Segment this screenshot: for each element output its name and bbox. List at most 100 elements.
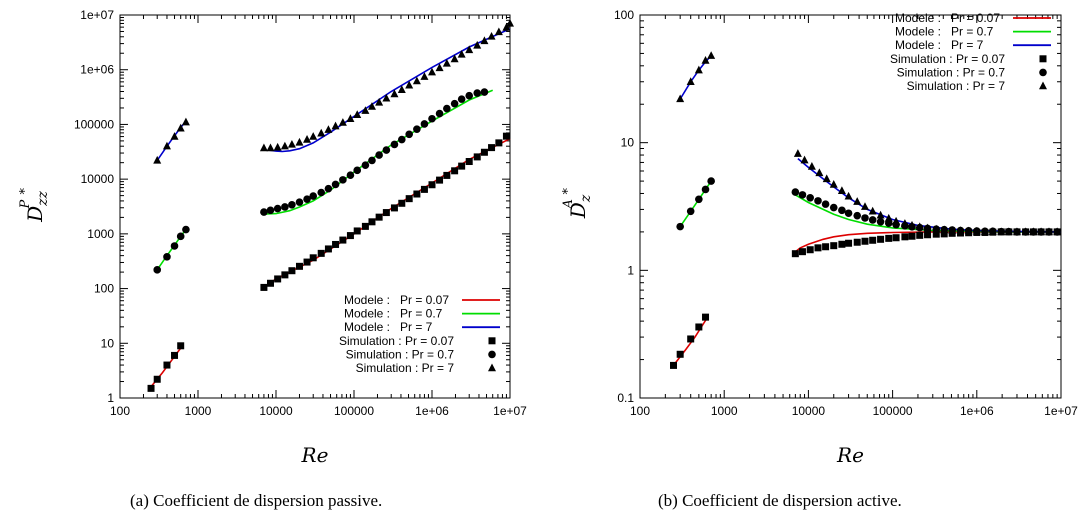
data-point: [331, 180, 340, 189]
legend-label-pr: Pr = 7: [951, 38, 984, 52]
data-point: [450, 99, 459, 108]
data-point: [367, 102, 376, 110]
data-point: [480, 148, 488, 156]
chart-1-x-tick-label: 10000: [792, 404, 826, 418]
data-point: [1012, 227, 1021, 236]
data-point: [339, 176, 347, 184]
data-point: [176, 123, 185, 132]
data-point: [844, 209, 853, 218]
y-label-star: *: [18, 188, 33, 195]
data-point: [303, 258, 311, 266]
data-point: [324, 125, 333, 133]
data-point: [701, 56, 710, 64]
data-point: [480, 88, 489, 96]
legend-label: Simulation : Pr = 7: [356, 361, 455, 375]
data-point: [838, 206, 846, 215]
data-point: [798, 191, 807, 199]
data-point: [153, 155, 162, 164]
chart-passive-dispersion: 100 1000 10000 100000 1e+06 1e+07 1 10 100 1000 10…: [18, 8, 527, 510]
legend-marker-swatch: [488, 350, 496, 359]
legend-label-pr: Pr = 0.7: [400, 307, 443, 321]
data-point: [837, 186, 846, 194]
data-point: [676, 222, 684, 231]
data-point: [266, 279, 274, 287]
data-point: [932, 230, 940, 238]
data-point: [892, 216, 901, 225]
data-point: [884, 213, 893, 222]
data-point: [800, 155, 809, 164]
data-point: [361, 222, 369, 230]
chart-1-x-tick-label: 1000: [711, 404, 738, 418]
data-point: [495, 139, 503, 147]
data-point: [346, 171, 355, 180]
data-point: [317, 249, 325, 257]
data-point: [1037, 227, 1046, 236]
data-point: [487, 31, 496, 40]
legend-label-pr: Pr = 0.07: [400, 293, 449, 307]
legend-label: Modele :: [344, 293, 390, 307]
data-point: [868, 216, 877, 224]
data-point: [876, 217, 885, 226]
chart-0-legend: Modele : Pr = 0.07 Modele : Pr = 0.7 Modele …: [339, 293, 500, 375]
data-point: [266, 206, 275, 215]
data-point: [687, 335, 695, 343]
data-point: [397, 85, 406, 93]
chart-0-series-5-points: [153, 18, 514, 164]
data-point: [332, 240, 340, 248]
chart-1-x-tick-label: 1e+07: [1044, 404, 1078, 418]
chart-0-x-tick-label: 100: [110, 404, 130, 418]
data-point: [465, 158, 473, 166]
data-point: [695, 323, 703, 331]
data-point: [281, 203, 289, 211]
chart-1-y-tick-label: 0.1: [617, 391, 634, 405]
chart-1-ticks: [639, 14, 1062, 399]
data-point: [869, 236, 877, 244]
data-point: [390, 140, 399, 149]
data-point: [420, 72, 429, 80]
chart-0-y-tick-label: 100: [94, 282, 114, 296]
data-point: [1053, 227, 1062, 236]
data-point: [382, 93, 391, 102]
data-point: [465, 91, 474, 100]
data-point: [288, 267, 296, 275]
data-point: [980, 227, 989, 235]
chart-0-series-4-points: [153, 88, 489, 274]
data-point: [814, 197, 822, 205]
chart-0-series-3-points: [147, 132, 510, 392]
legend-marker-swatch: [488, 337, 496, 345]
data-point: [346, 232, 354, 240]
data-point: [940, 225, 949, 234]
data-point: [303, 135, 312, 143]
data-point: [791, 250, 799, 258]
data-point: [964, 226, 973, 235]
data-point: [181, 117, 190, 126]
data-point: [806, 193, 814, 202]
data-point: [502, 23, 511, 31]
data-point: [1044, 227, 1053, 236]
data-point: [1029, 227, 1038, 236]
data-point: [368, 156, 376, 165]
data-point: [405, 130, 413, 139]
data-point: [287, 139, 296, 148]
chart-0-marks: [147, 18, 514, 392]
chart-1-caption: (b) Coefficient de dispersion active.: [658, 491, 902, 510]
y-label-sub: zz: [35, 190, 51, 206]
data-point: [494, 27, 503, 36]
data-point: [465, 45, 474, 54]
data-point: [295, 137, 304, 146]
data-point: [997, 227, 1006, 236]
data-point: [676, 94, 685, 103]
chart-1-plot-frame: [639, 14, 1062, 399]
chart-1-x-tick-label: 100: [630, 404, 650, 418]
data-point: [162, 141, 171, 150]
chart-0-x-tick-label: 1e+06: [415, 404, 449, 418]
data-point: [397, 135, 406, 144]
y-label-sup: P: [18, 200, 33, 210]
data-point: [972, 226, 981, 235]
data-point: [153, 266, 162, 274]
data-point: [473, 153, 481, 161]
data-point: [405, 195, 413, 203]
data-point: [303, 195, 311, 203]
data-point: [280, 141, 289, 150]
data-point: [295, 198, 304, 206]
